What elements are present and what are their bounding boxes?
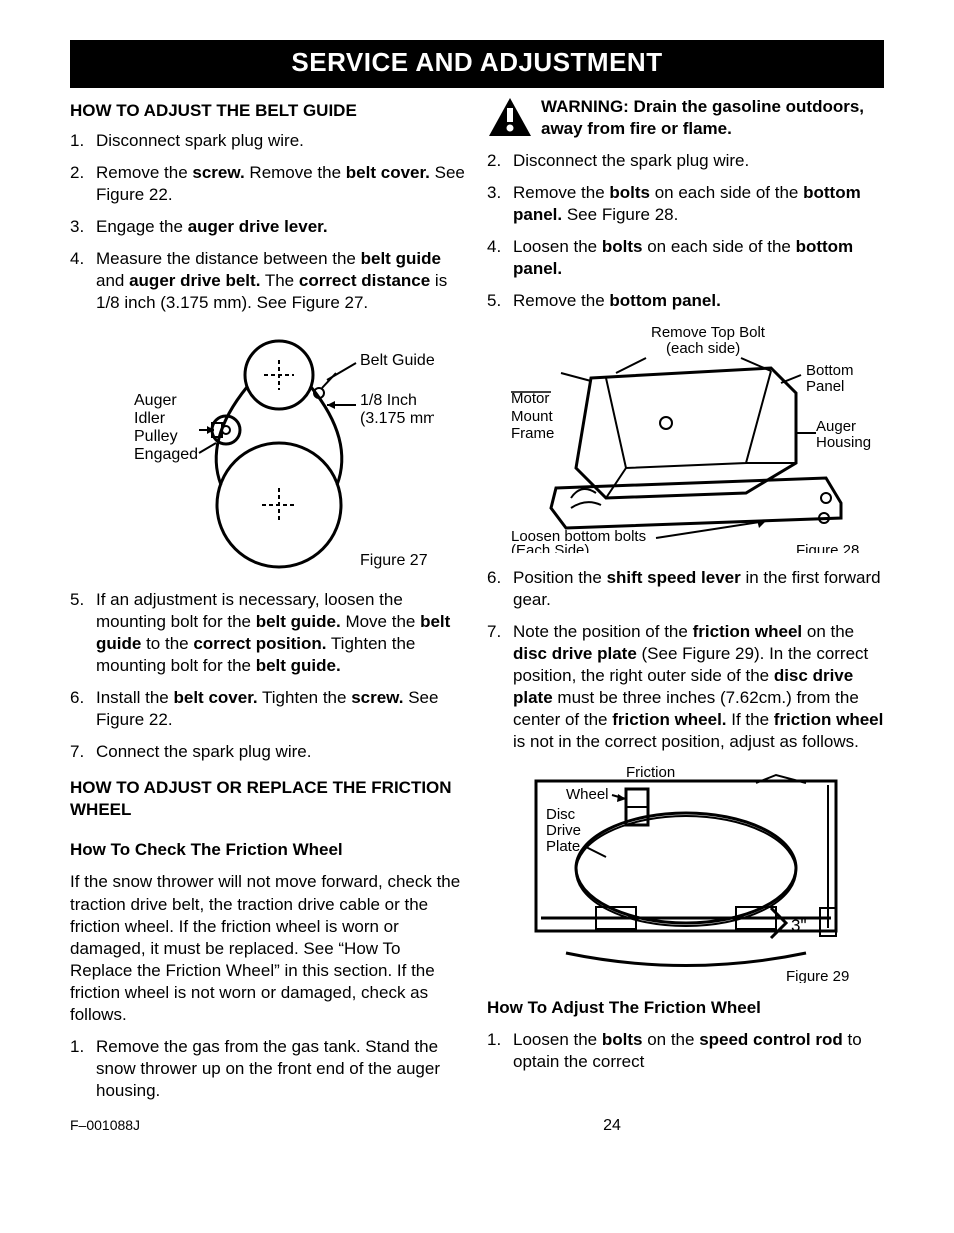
heading-adjust-friction: How To Adjust The Friction Wheel bbox=[487, 997, 884, 1019]
svg-text:Bottom: Bottom bbox=[806, 362, 854, 379]
svg-text:Figure 28: Figure 28 bbox=[796, 542, 859, 553]
warning-label: WARNING: bbox=[541, 97, 629, 116]
right-steps-a: Disconnect the spark plug wire. Remove t… bbox=[487, 150, 884, 313]
warning-block: WARNING: Drain the gasoline outdoors, aw… bbox=[487, 96, 884, 140]
svg-text:Frame: Frame bbox=[511, 425, 554, 442]
svg-text:Housing: Housing bbox=[816, 434, 871, 451]
list-item: Disconnect the spark plug wire. bbox=[487, 150, 884, 172]
section-banner: SERVICE AND ADJUSTMENT bbox=[70, 40, 884, 88]
page-number: 24 bbox=[603, 1116, 621, 1137]
svg-text:Mount: Mount bbox=[511, 408, 554, 425]
list-item: Engage the auger drive lever. bbox=[70, 216, 467, 238]
svg-text:Auger: Auger bbox=[816, 418, 856, 435]
list-item: Position the shift speed lever in the fi… bbox=[487, 567, 884, 611]
list-item: Connect the spark plug wire. bbox=[70, 741, 467, 763]
svg-text:Belt Guide: Belt Guide bbox=[360, 352, 434, 369]
heading-belt-guide: HOW TO ADJUST THE BELT GUIDE bbox=[70, 100, 467, 122]
doc-code: F–001088J bbox=[70, 1116, 140, 1137]
warning-text: WARNING: Drain the gasoline outdoors, aw… bbox=[541, 96, 884, 140]
list-item: Remove the bolts on each side of the bot… bbox=[487, 182, 884, 226]
svg-text:Disc: Disc bbox=[546, 806, 576, 823]
right-steps-b: Position the shift speed lever in the fi… bbox=[487, 567, 884, 754]
svg-text:Friction: Friction bbox=[626, 764, 675, 781]
left-column: HOW TO ADJUST THE BELT GUIDE Disconnect … bbox=[70, 96, 467, 1113]
svg-text:Plate: Plate bbox=[546, 838, 580, 855]
list-item: Loosen the bolts on each side of the bot… bbox=[487, 236, 884, 280]
adjust-steps: Loosen the bolts on the speed control ro… bbox=[487, 1029, 884, 1073]
check-steps: Remove the gas from the gas tank. Stand … bbox=[70, 1036, 467, 1102]
warning-triangle-icon bbox=[487, 96, 533, 138]
figure-27: Belt Guide 1/8 Inch (3.175 mm) Auger Idl… bbox=[70, 325, 467, 575]
figure-29: 3" Friction Wheel Disc Drive Plate Figur… bbox=[487, 763, 884, 983]
svg-text:Remove Top Bolt: Remove Top Bolt bbox=[651, 324, 766, 341]
svg-text:Engaged: Engaged bbox=[134, 446, 198, 463]
belt-guide-steps-cont: If an adjustment is necessary, loosen th… bbox=[70, 589, 467, 764]
figure-28: Remove Top Bolt (each side) bbox=[487, 323, 884, 553]
check-paragraph: If the snow thrower will not move forwar… bbox=[70, 871, 467, 1026]
list-item: Loosen the bolts on the speed control ro… bbox=[487, 1029, 884, 1073]
svg-text:Panel: Panel bbox=[806, 378, 844, 395]
list-item: Remove the bottom panel. bbox=[487, 290, 884, 312]
belt-guide-steps: Disconnect spark plug wire. Remove the s… bbox=[70, 130, 467, 315]
svg-text:Drive: Drive bbox=[546, 822, 581, 839]
svg-text:Idler: Idler bbox=[134, 410, 166, 427]
page-footer: F–001088J 24 bbox=[70, 1116, 884, 1137]
svg-text:(3.175 mm): (3.175 mm) bbox=[360, 410, 434, 427]
two-column-layout: HOW TO ADJUST THE BELT GUIDE Disconnect … bbox=[70, 96, 884, 1113]
svg-text:(each side): (each side) bbox=[666, 340, 740, 357]
svg-text:Figure 29: Figure 29 bbox=[786, 968, 849, 983]
list-item: If an adjustment is necessary, loosen th… bbox=[70, 589, 467, 677]
svg-text:Pulley: Pulley bbox=[134, 428, 178, 445]
list-item: Install the belt cover. Tighten the scre… bbox=[70, 687, 467, 731]
svg-text:1/8 Inch: 1/8 Inch bbox=[360, 392, 417, 409]
right-column: WARNING: Drain the gasoline outdoors, aw… bbox=[487, 96, 884, 1113]
heading-friction-wheel: HOW TO ADJUST OR REPLACE THE FRICTION WH… bbox=[70, 777, 467, 821]
list-item: Note the position of the friction wheel … bbox=[487, 621, 884, 754]
svg-text:Figure 27: Figure 27 bbox=[360, 552, 428, 569]
svg-text:3": 3" bbox=[791, 916, 807, 935]
heading-check-friction: How To Check The Friction Wheel bbox=[70, 839, 467, 861]
list-item: Disconnect spark plug wire. bbox=[70, 130, 467, 152]
svg-text:Auger: Auger bbox=[134, 392, 177, 409]
list-item: Remove the gas from the gas tank. Stand … bbox=[70, 1036, 467, 1102]
svg-text:Wheel: Wheel bbox=[566, 786, 609, 803]
list-item: Measure the distance between the belt gu… bbox=[70, 248, 467, 314]
svg-text:(Each Side): (Each Side) bbox=[511, 542, 589, 553]
list-item: Remove the screw. Remove the belt cover.… bbox=[70, 162, 467, 206]
